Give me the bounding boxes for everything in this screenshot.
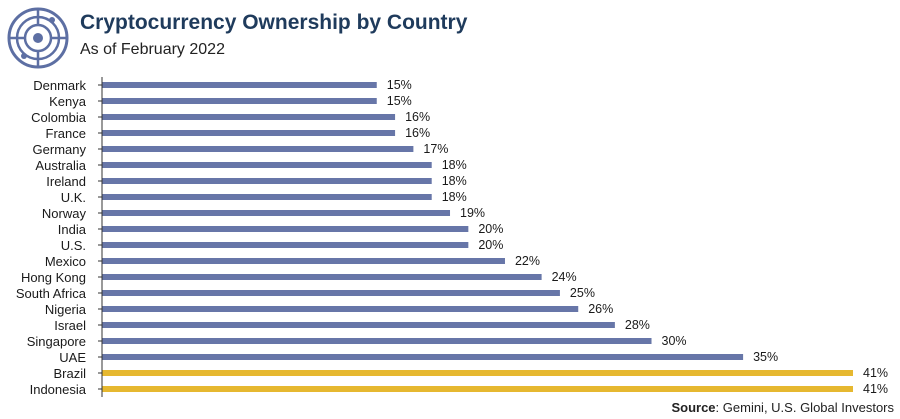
bar-india bbox=[102, 226, 469, 232]
source-label: Source bbox=[671, 400, 716, 415]
bar-germany bbox=[102, 146, 414, 152]
value-label: 20% bbox=[478, 222, 503, 236]
value-label: 16% bbox=[405, 110, 430, 124]
value-label: 25% bbox=[570, 286, 595, 300]
value-label: 15% bbox=[387, 78, 412, 92]
value-label: 19% bbox=[460, 206, 485, 220]
value-label: 30% bbox=[662, 334, 687, 348]
bar-uae bbox=[102, 354, 744, 360]
category-label: U.K. bbox=[61, 190, 86, 205]
bar-israel bbox=[102, 322, 615, 328]
bar-mexico bbox=[102, 258, 505, 264]
bitcoin-circuit-icon bbox=[7, 7, 69, 69]
source-note: Source: Gemini, U.S. Global Investors bbox=[671, 400, 894, 415]
category-label: Mexico bbox=[45, 254, 86, 269]
value-label: 41% bbox=[863, 366, 888, 380]
chart-subtitle: As of February 2022 bbox=[80, 41, 225, 58]
category-label: Colombia bbox=[31, 110, 87, 125]
category-label: Australia bbox=[35, 158, 86, 173]
value-label: 35% bbox=[753, 350, 778, 364]
value-label: 18% bbox=[442, 190, 467, 204]
bar-france bbox=[102, 130, 396, 136]
category-label: South Africa bbox=[16, 286, 87, 301]
value-label: 17% bbox=[423, 142, 448, 156]
bar-singapore bbox=[102, 338, 652, 344]
value-label: 28% bbox=[625, 318, 650, 332]
bar-nigeria bbox=[102, 306, 579, 312]
value-label: 26% bbox=[588, 302, 613, 316]
bar-brazil bbox=[102, 370, 853, 376]
bar-u-s- bbox=[102, 242, 469, 248]
category-label: Nigeria bbox=[45, 302, 87, 317]
value-label: 22% bbox=[515, 254, 540, 268]
bar-hong-kong bbox=[102, 274, 542, 280]
value-label: 16% bbox=[405, 126, 430, 140]
bar-indonesia bbox=[102, 386, 853, 392]
bar-colombia bbox=[102, 114, 396, 120]
bar-norway bbox=[102, 210, 451, 216]
bar-south-africa bbox=[102, 290, 560, 296]
value-label: 41% bbox=[863, 382, 888, 396]
category-label: U.S. bbox=[61, 238, 86, 253]
bar-ireland bbox=[102, 178, 432, 184]
chart-title: Cryptocurrency Ownership by Country bbox=[80, 11, 468, 34]
category-label: Denmark bbox=[33, 78, 86, 93]
value-label: 18% bbox=[442, 174, 467, 188]
value-label: 18% bbox=[442, 158, 467, 172]
value-label: 15% bbox=[387, 94, 412, 108]
category-label: India bbox=[58, 222, 87, 237]
bar-denmark bbox=[102, 82, 377, 88]
source-text: : Gemini, U.S. Global Investors bbox=[715, 400, 894, 415]
bar-u-k- bbox=[102, 194, 432, 200]
category-label: Kenya bbox=[49, 94, 87, 109]
value-label: 20% bbox=[478, 238, 503, 252]
category-label: Israel bbox=[54, 318, 86, 333]
bar-kenya bbox=[102, 98, 377, 104]
category-label: France bbox=[46, 126, 86, 141]
category-label: Norway bbox=[42, 206, 87, 221]
category-label: Hong Kong bbox=[21, 270, 86, 285]
category-label: Brazil bbox=[53, 366, 86, 381]
category-label: Germany bbox=[33, 142, 87, 157]
value-label: 24% bbox=[552, 270, 577, 284]
bar-australia bbox=[102, 162, 432, 168]
category-label: Indonesia bbox=[30, 382, 87, 397]
category-label: Ireland bbox=[46, 174, 86, 189]
category-label: UAE bbox=[59, 350, 86, 365]
category-label: Singapore bbox=[27, 334, 86, 349]
